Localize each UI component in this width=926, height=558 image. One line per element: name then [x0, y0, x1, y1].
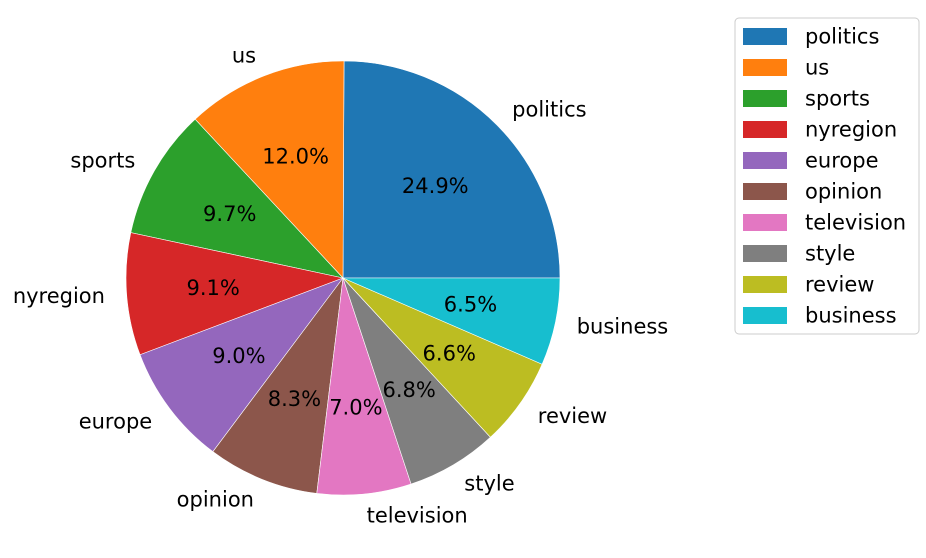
pie-slices — [125, 60, 561, 496]
slice-label-sports: sports — [70, 148, 135, 172]
slice-label-style: style — [464, 472, 514, 496]
slice-percent-business: 6.5% — [444, 292, 497, 316]
slice-percent-nyregion: 9.1% — [186, 276, 239, 300]
legend-label-sports: sports — [805, 87, 870, 111]
legend: politics us sports nyregion europe opinion tel… — [734, 17, 920, 335]
legend-label-business: business — [805, 304, 897, 328]
legend-swatch-review — [743, 276, 787, 293]
slice-percent-style: 6.8% — [382, 378, 435, 402]
legend-swatch-opinion — [743, 183, 787, 200]
slice-percent-europe: 9.0% — [212, 344, 265, 368]
slice-percent-review: 6.6% — [423, 341, 476, 365]
slice-label-us: us — [232, 44, 256, 68]
pie-slice-nyregion — [125, 232, 345, 356]
legend-swatch-nyregion — [743, 121, 787, 138]
slice-label-television: television — [367, 504, 468, 528]
legend-label-style: style — [805, 242, 855, 266]
legend-swatch-style — [743, 245, 787, 262]
legend-swatch-politics — [743, 28, 787, 45]
slice-label-nyregion: nyregion — [13, 284, 105, 308]
pie-slice-politics — [342, 60, 561, 279]
slice-label-business: business — [577, 314, 669, 338]
legend-label-television: television — [805, 211, 906, 235]
slice-percent-us: 12.0% — [262, 145, 329, 169]
slice-label-review: review — [538, 404, 607, 428]
legend-swatch-television — [743, 214, 787, 231]
legend-label-politics: politics — [805, 25, 879, 49]
legend-label-europe: europe — [805, 149, 879, 173]
pie-slice-opinion — [212, 276, 344, 494]
slice-percent-television: 7.0% — [329, 396, 382, 420]
slice-percent-opinion: 8.3% — [268, 387, 321, 411]
legend-label-opinion: opinion — [805, 180, 882, 204]
legend-swatch-sports — [743, 90, 787, 107]
pie-slice-us — [194, 60, 345, 279]
legend-label-review: review — [805, 273, 874, 297]
slice-percent-politics: 24.9% — [402, 174, 469, 198]
slice-label-politics: politics — [512, 98, 586, 122]
legend-items: politics us sports nyregion europe opinion tel… — [743, 25, 906, 328]
slice-percent-sports: 9.7% — [203, 202, 256, 226]
pie-slice-sports — [130, 118, 344, 279]
slice-label-europe: europe — [79, 409, 153, 433]
slice-label-opinion: opinion — [177, 487, 254, 511]
pie-slice-europe — [139, 277, 344, 453]
legend-label-nyregion: nyregion — [805, 118, 897, 142]
legend-swatch-europe — [743, 152, 787, 169]
pie-slice-business — [342, 277, 561, 365]
slice-category-labels: politics us sports nyregion europe opinion tel… — [13, 44, 668, 528]
legend-label-us: us — [805, 56, 829, 80]
legend-swatch-business — [743, 307, 787, 324]
slice-percent-labels: 24.9% 12.0% 9.7% 9.1% 9.0%8.3% 7.0%6.8% 6.6% 6.… — [186, 145, 497, 420]
legend-swatch-us — [743, 59, 787, 76]
